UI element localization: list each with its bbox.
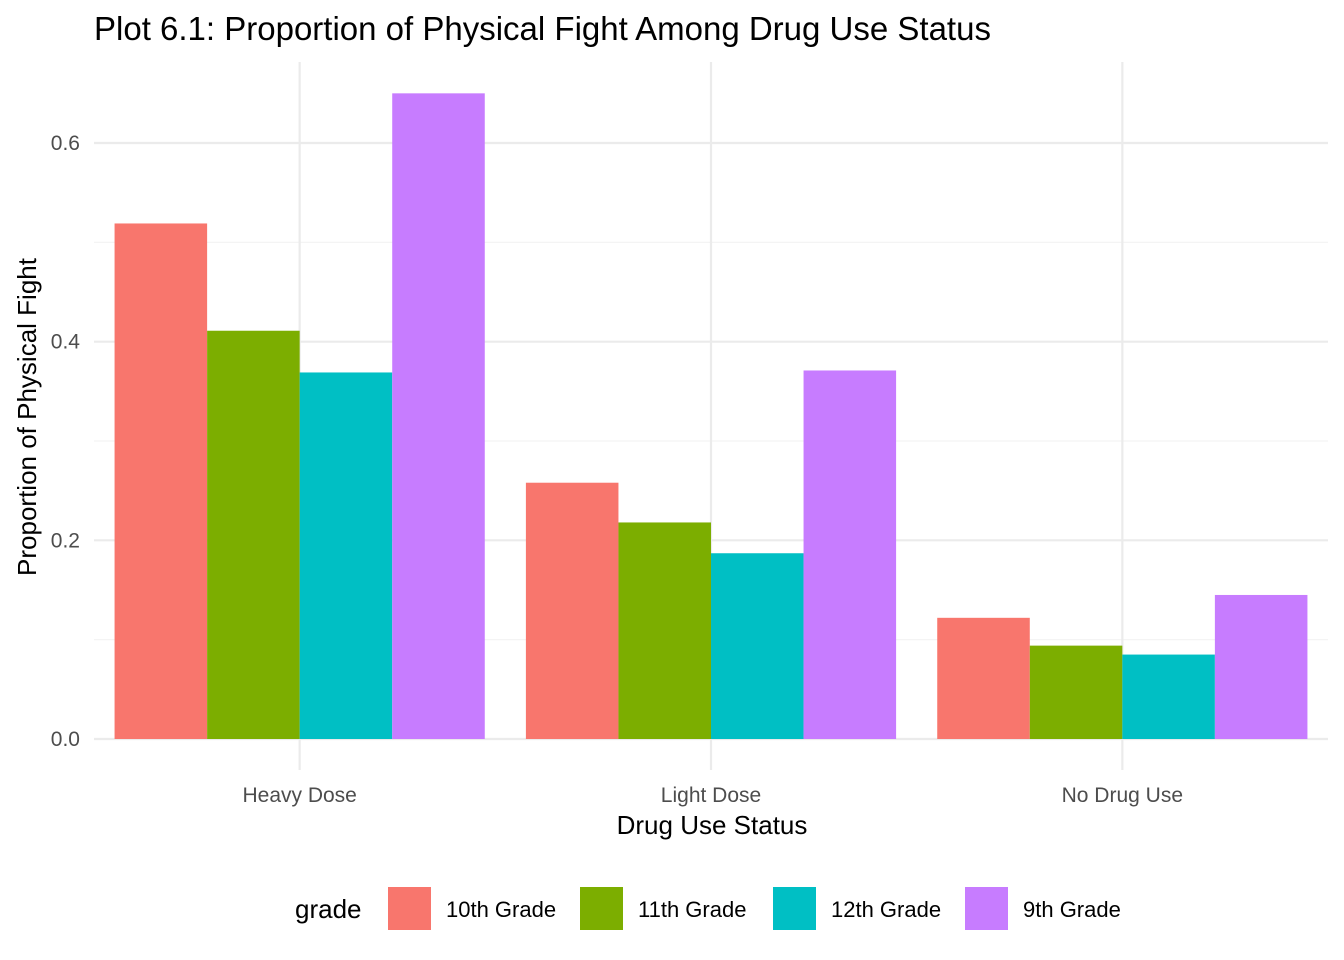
x-axis-title: Drug Use Status	[617, 810, 808, 840]
chart-title: Plot 6.1: Proportion of Physical Fight A…	[94, 10, 991, 47]
bar	[937, 617, 1030, 739]
bar	[1214, 594, 1308, 739]
legend-key	[965, 887, 1008, 930]
legend-label: 9th Grade	[1023, 897, 1121, 922]
legend-key	[388, 887, 431, 930]
legend-key	[580, 887, 623, 930]
bar	[525, 482, 619, 739]
y-axis-ticks: 0.0 0.2 0.4 0.6	[51, 132, 81, 751]
x-tick-label: No Drug Use	[1062, 784, 1183, 807]
legend-title: grade	[295, 894, 362, 924]
y-tick-label: 0.6	[51, 132, 80, 155]
bar	[1029, 645, 1123, 739]
x-tick-label: Light Dose	[661, 784, 761, 807]
legend-label: 11th Grade	[638, 897, 746, 922]
bar	[618, 522, 711, 739]
legend-label: 10th Grade	[446, 897, 556, 922]
legend: grade 10th Grade 11th Grade 12th Grade 9th …	[295, 887, 1121, 930]
bar	[711, 553, 804, 739]
bar	[1122, 654, 1215, 739]
legend-label: 12th Grade	[831, 897, 941, 922]
bar	[299, 372, 393, 739]
x-axis-ticks: Heavy Dose Light Dose No Drug Use	[242, 784, 1183, 807]
x-tick-label: Heavy Dose	[242, 784, 356, 807]
y-tick-label: 0.0	[51, 728, 80, 751]
y-tick-label: 0.2	[51, 529, 80, 552]
bar	[207, 330, 300, 739]
legend-key	[773, 887, 816, 930]
y-axis-title: Proportion of Physical Fight	[12, 257, 42, 576]
bar	[392, 93, 485, 740]
bar	[803, 370, 897, 739]
bar	[114, 223, 208, 739]
bars	[114, 93, 1308, 740]
y-tick-label: 0.4	[51, 331, 81, 354]
